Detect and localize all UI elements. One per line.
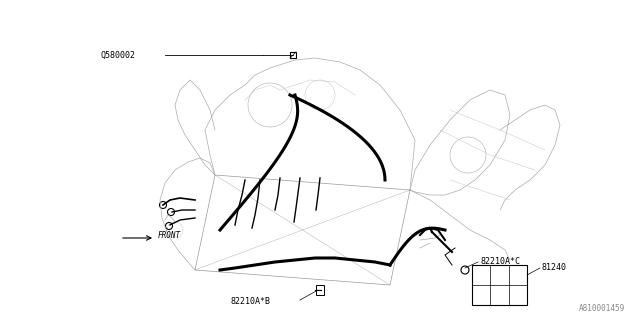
Text: Q580002: Q580002 — [100, 51, 135, 60]
Bar — [316, 285, 324, 295]
Text: 82210A*B: 82210A*B — [230, 298, 270, 307]
Text: 82210A*C: 82210A*C — [480, 258, 520, 267]
Text: 81240: 81240 — [542, 263, 567, 273]
Bar — [472, 265, 527, 305]
Text: FRONT: FRONT — [158, 230, 181, 239]
Text: A810001459: A810001459 — [579, 304, 625, 313]
